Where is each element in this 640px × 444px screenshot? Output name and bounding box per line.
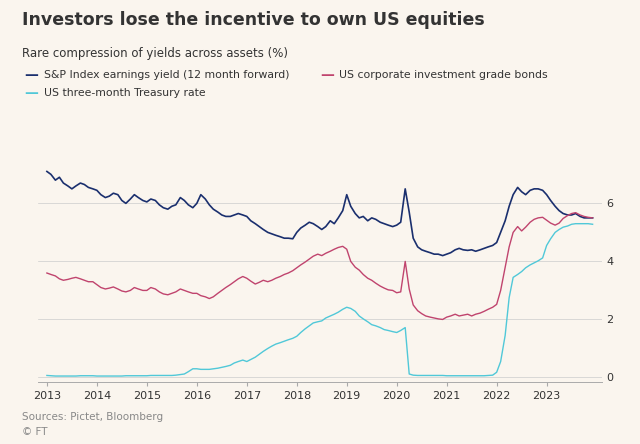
Text: Investors lose the incentive to own US equities: Investors lose the incentive to own US e…: [22, 11, 485, 29]
Text: —: —: [320, 68, 334, 83]
Text: US corporate investment grade bonds: US corporate investment grade bonds: [339, 71, 548, 80]
Text: —: —: [24, 86, 38, 100]
Text: US three-month Treasury rate: US three-month Treasury rate: [44, 88, 205, 98]
Text: Rare compression of yields across assets (%): Rare compression of yields across assets…: [22, 47, 289, 59]
Text: © FT: © FT: [22, 427, 48, 437]
Text: S&P Index earnings yield (12 month forward): S&P Index earnings yield (12 month forwa…: [44, 71, 289, 80]
Text: Sources: Pictet, Bloomberg: Sources: Pictet, Bloomberg: [22, 412, 164, 422]
Text: —: —: [24, 68, 38, 83]
